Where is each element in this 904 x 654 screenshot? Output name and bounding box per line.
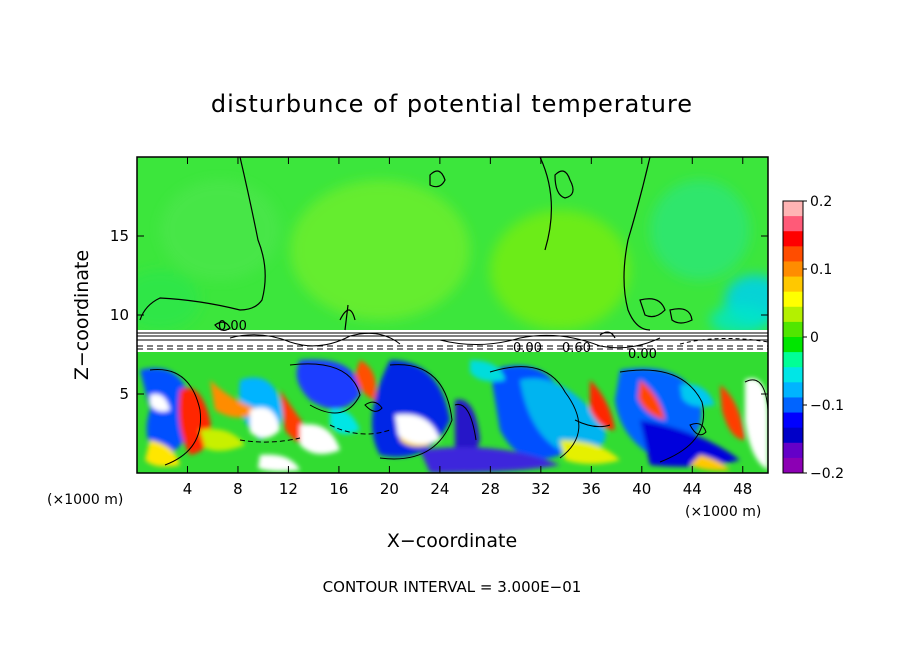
chart-title: disturbunce of potential temperature <box>211 90 693 118</box>
x-tick-label: 32 <box>531 480 550 498</box>
colorbar-swatch <box>783 337 803 353</box>
colorbar-swatch <box>783 261 803 278</box>
colorbar-swatch <box>783 457 803 474</box>
x-tick-label: 4 <box>183 480 193 498</box>
field-lower-texture <box>140 359 768 473</box>
colorbar-swatch <box>783 291 803 308</box>
colorbar-swatch <box>783 246 803 262</box>
x-axis-ticks: 4 8 12 16 20 24 28 32 36 40 44 48 <box>183 157 752 498</box>
x-tick-label: 20 <box>380 480 399 498</box>
contour-annotation: 0.00 <box>513 341 542 356</box>
contour-interval-label: CONTOUR INTERVAL = 3.000E−01 <box>323 578 582 596</box>
contour-annotation: 0.00 <box>628 347 657 362</box>
colorbar-swatch <box>783 216 803 232</box>
x-axis-title: X−coordinate <box>387 530 517 552</box>
x-tick-label: 28 <box>481 480 500 498</box>
y-tick-label: 10 <box>110 306 129 324</box>
contour-annotation: 0.00 <box>218 319 247 334</box>
colorbar-tick-label: −0.2 <box>810 466 844 482</box>
x-unit-label-left: (×1000 m) <box>47 492 123 508</box>
x-tick-label: 12 <box>279 480 298 498</box>
colorbar-swatch <box>783 367 803 383</box>
colorbar-swatch <box>783 201 803 217</box>
x-tick-label: 8 <box>233 480 243 498</box>
x-unit-label-right: (×1000 m) <box>685 504 761 520</box>
colorbar-swatch <box>783 442 803 459</box>
colorbar-swatch <box>783 321 803 338</box>
colorbar-tick-label: 0.2 <box>810 194 832 210</box>
colorbar-swatch <box>783 427 803 444</box>
colorbar-swatch <box>783 276 803 293</box>
heatmap-field <box>137 157 768 473</box>
x-tick-label: 44 <box>683 480 702 498</box>
y-tick-label: 5 <box>119 385 129 403</box>
colorbar-tick-label: 0 <box>810 330 819 346</box>
x-tick-label: 48 <box>733 480 752 498</box>
x-tick-label: 40 <box>632 480 651 498</box>
x-tick-label: 16 <box>329 480 348 498</box>
colorbar-swatch <box>783 382 803 398</box>
y-axis-title: Z−coordinate <box>71 250 93 380</box>
boundary-contours <box>137 332 768 350</box>
colorbar: 0.2 0.1 0 −0.1 −0.2 <box>782 194 844 482</box>
colorbar-swatch <box>783 352 803 368</box>
colorbar-swatch <box>783 306 803 323</box>
x-tick-label: 24 <box>430 480 449 498</box>
lower-contours <box>149 363 768 466</box>
y-tick-label: 15 <box>110 227 129 245</box>
colorbar-swatch <box>783 397 803 414</box>
upper-contours <box>139 157 693 339</box>
colorbar-swatch <box>783 231 803 247</box>
colorbar-tick-label: 0.1 <box>810 262 832 278</box>
field-upper-texture <box>137 180 768 335</box>
contour-annotation: 0.60 <box>562 341 591 356</box>
colorbar-tick-label: −0.1 <box>810 398 844 414</box>
colorbar-swatch <box>783 412 803 429</box>
x-tick-label: 36 <box>582 480 601 498</box>
y-axis-ticks: 5 10 15 <box>110 227 768 403</box>
